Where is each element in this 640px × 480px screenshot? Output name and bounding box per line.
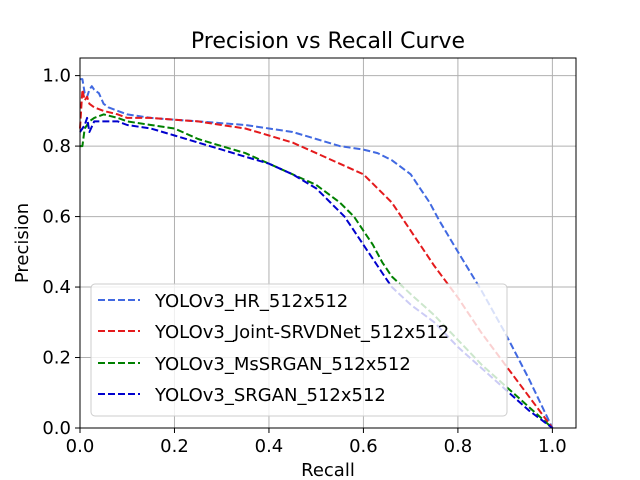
legend-label-mssrgan: YOLOv3_MsSRGAN_512x512: [154, 354, 411, 375]
plot-frame: [79, 57, 577, 429]
x-tick-label: 0.0: [66, 436, 95, 457]
y-tick-label: 1.0: [42, 66, 71, 87]
y-tick-label: 0.0: [42, 418, 71, 439]
legend-label-hr: YOLOv3_HR_512x512: [154, 291, 348, 312]
series-line-1: [79, 88, 554, 429]
legend-frame: [90, 283, 508, 417]
x-tick-label: 0.6: [349, 436, 378, 457]
y-tick-label: 0.4: [42, 277, 71, 298]
axis-ticks: 0.0 0.2 0.4 0.6 0.8 1.0 0.0 0.2 0.4 0.6 0.8 1.0: [42, 66, 566, 457]
y-axis-label: Precision: [12, 203, 33, 283]
legend: YOLOv3_HR_512x512 YOLOv3_Joint-SRVDNet_5…: [90, 283, 508, 417]
chart-title: Precision vs Recall Curve: [191, 29, 465, 54]
x-tick-label: 0.4: [255, 436, 284, 457]
x-tick-label: 1.0: [538, 436, 567, 457]
y-tick-label: 0.8: [42, 136, 71, 157]
y-tick-label: 0.2: [42, 348, 71, 369]
x-axis-label: Recall: [301, 460, 355, 480]
legend-label-srgan: YOLOv3_SRGAN_512x512: [154, 385, 386, 406]
series-line-0: [80, 78, 554, 429]
y-tick-label: 0.6: [42, 207, 71, 228]
x-tick-label: 0.8: [444, 436, 473, 457]
legend-label-joint-srvdnet: YOLOv3_Joint-SRVDNet_512x512: [154, 322, 449, 343]
x-tick-label: 0.2: [160, 436, 189, 457]
